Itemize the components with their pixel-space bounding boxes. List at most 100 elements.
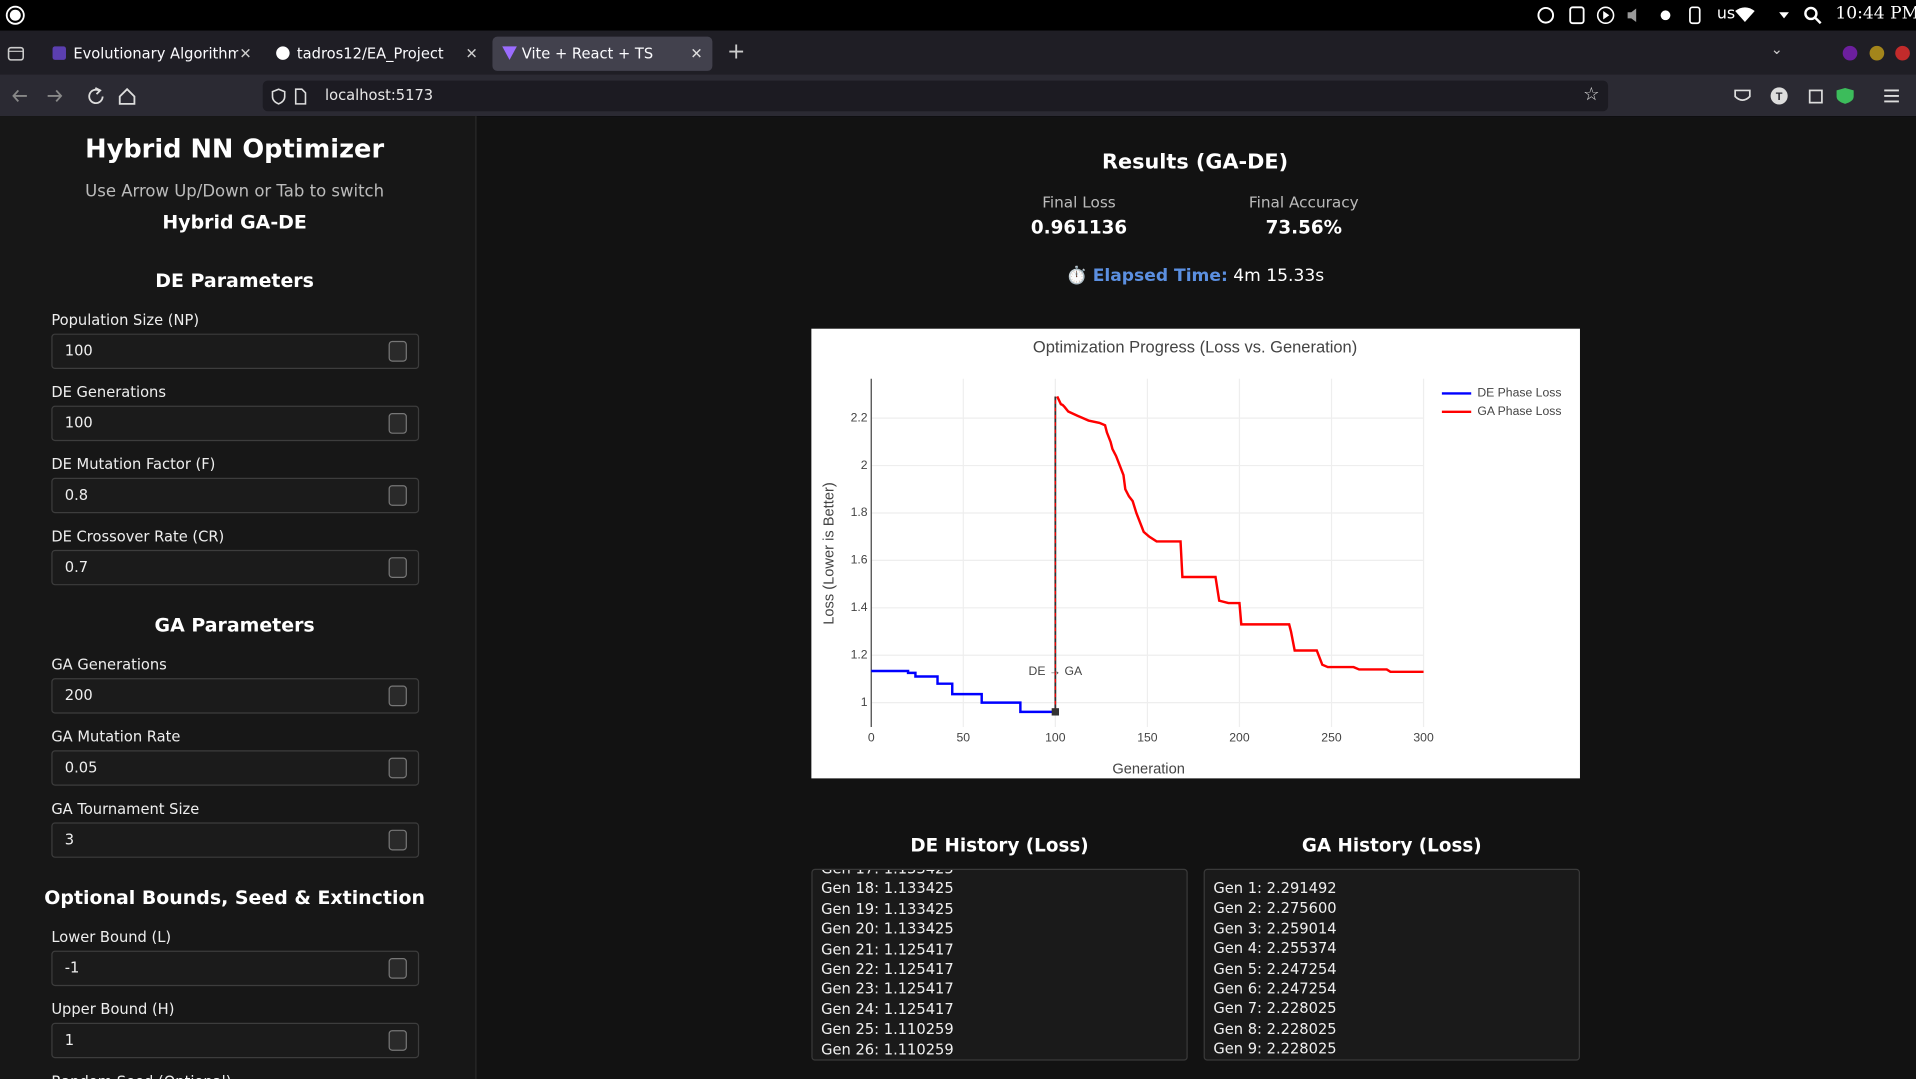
history-entry: Gen 9: 2.228025: [1213, 1040, 1337, 1058]
spinner[interactable]: [388, 557, 407, 578]
tab-active[interactable]: Vite + React + TS ✕: [492, 36, 713, 71]
number-input[interactable]: [51, 950, 420, 987]
history-box[interactable]: Gen 1: 2.291492 Gen 2: 2.275600 Gen 3: 2.2…: [1203, 868, 1580, 1061]
toolbar-icons[interactable]: T: [1733, 86, 1904, 107]
spinner[interactable]: [388, 1030, 407, 1051]
input-value: 0.05: [64, 758, 98, 776]
number-input[interactable]: [51, 477, 420, 514]
field-label: Random Seed (Optional): [51, 1073, 231, 1079]
section-heading: DE Parameters: [155, 270, 314, 293]
number-input[interactable]: [51, 333, 420, 370]
history-entry: Gen 5: 2.247254: [1213, 959, 1337, 978]
history-entry: Gen 25: 1.110259: [821, 1020, 954, 1038]
x-tick-label: 100: [1045, 730, 1066, 744]
x-tick-label: 0: [868, 730, 875, 744]
section-heading: GA Parameters: [154, 614, 315, 637]
history-entry: Gen 7: 2.228025: [1213, 1000, 1337, 1018]
series-line: [1056, 395, 1424, 674]
x-tick-label: 200: [1229, 730, 1250, 744]
number-input[interactable]: [51, 822, 420, 858]
history-list: Gen 17: 1.133425 Gen 18: 1.133425 Gen 19: …: [813, 870, 1187, 1059]
legend-label: GA Phase Loss: [1477, 404, 1561, 418]
input-value: 0.7: [64, 558, 89, 576]
system-bar: [0, 0, 1916, 31]
tab-overflow[interactable]: ⌄: [1770, 40, 1783, 58]
spinner[interactable]: [388, 757, 407, 779]
tray-icons: [1537, 6, 1789, 25]
nav-buttons[interactable]: [10, 86, 144, 107]
history-entry: Gen 2: 2.275600: [1213, 899, 1337, 917]
algorithm-mode[interactable]: Hybrid GA-DE: [162, 211, 307, 234]
number-input[interactable]: [51, 750, 420, 786]
field-label: DE Generations: [51, 383, 166, 401]
section-heading: Optional Bounds, Seed & Extinction: [44, 887, 425, 910]
legend-label: DE Phase Loss: [1477, 386, 1561, 400]
svg-text:T: T: [1776, 91, 1783, 103]
metric-value: 0.961136: [1030, 216, 1128, 239]
keyboard-layout[interactable]: us: [1716, 4, 1736, 24]
history-box[interactable]: Gen 17: 1.133425 Gen 18: 1.133425 Gen 19: …: [811, 868, 1188, 1061]
sidebar: [0, 116, 477, 1079]
y-tick-label: 2: [861, 458, 868, 472]
metric-label: Final Accuracy: [1248, 193, 1359, 212]
x-tick-label: 300: [1413, 730, 1434, 744]
history-title: DE History (Loss): [910, 834, 1089, 857]
history-entry: Gen 3: 2.259014: [1213, 919, 1337, 937]
history-entry: Gen 23: 1.125417: [821, 980, 954, 998]
window-controls[interactable]: [1840, 45, 1913, 61]
annotation: DE → GA: [1029, 664, 1083, 678]
history-entry: Gen 1: 2.291492: [1213, 879, 1337, 897]
history-entry: Gen 21: 1.125417: [821, 940, 954, 958]
field-label: GA Tournament Size: [51, 800, 200, 818]
x-tick-label: 250: [1321, 730, 1342, 744]
sidebar-hint: Use Arrow Up/Down or Tab to switch: [85, 182, 385, 202]
sidebar-title: Hybrid NN Optimizer: [85, 134, 385, 164]
spinner[interactable]: [388, 829, 407, 851]
field-label: DE Mutation Factor (F): [51, 455, 216, 473]
input-value: 100: [64, 342, 93, 360]
x-tick-label: 50: [957, 730, 971, 744]
spinner[interactable]: [388, 413, 407, 434]
tab[interactable]: Evolutionary Algorithms Pr ✕: [43, 37, 257, 71]
y-tick-label: 1.8: [851, 505, 868, 519]
x-tick-label: 150: [1137, 730, 1158, 744]
number-input[interactable]: [51, 678, 420, 714]
history-entry: Gen 24: 1.125417: [821, 1000, 954, 1018]
field-label: Population Size (NP): [51, 311, 200, 329]
field-label: GA Mutation Rate: [51, 728, 181, 746]
history-entry: Gen 20: 1.133425: [821, 920, 954, 938]
y-tick-label: 2.2: [851, 410, 868, 424]
number-input[interactable]: [51, 405, 420, 442]
spinner[interactable]: [388, 958, 407, 979]
metric-label: Final Loss: [1042, 193, 1116, 212]
spinner[interactable]: [388, 685, 407, 707]
history-entry: Gen 18: 1.133425: [821, 880, 954, 898]
history-list: Gen 1: 2.291492 Gen 2: 2.275600 Gen 3: 2.2…: [1205, 879, 1579, 1059]
number-input[interactable]: [51, 549, 420, 586]
input-value: 0.8: [64, 486, 89, 504]
history-entry: Gen 6: 2.247254: [1213, 980, 1337, 998]
spinner[interactable]: [388, 340, 407, 362]
history-entry: Gen 22: 1.125417: [821, 960, 954, 978]
series-line: [871, 669, 1056, 714]
field-label: GA Generations: [51, 656, 167, 674]
elapsed-time: ⏱️ Elapsed Time: 4m 15.33s: [1066, 266, 1324, 286]
tab-bar: [0, 30, 1916, 75]
metric-value: 73.56%: [1265, 216, 1342, 239]
url-bar[interactable]: localhost:5173 ☆: [262, 80, 1609, 112]
tab[interactable]: tadros12/EA_Project ✕: [266, 37, 482, 71]
tab-title: Vite + React + TS: [521, 45, 654, 63]
x-axis-label: Generation: [1112, 762, 1185, 778]
y-tick-label: 1.6: [851, 553, 868, 567]
number-input[interactable]: [51, 1022, 420, 1059]
spinner[interactable]: [388, 485, 407, 506]
elapsed-value: 4m 15.33s: [1233, 266, 1325, 286]
new-tab-button[interactable]: +: [727, 39, 746, 65]
y-tick-label: 1: [861, 695, 868, 709]
chart: Optimization Progress (Loss vs. Generati…: [811, 328, 1580, 779]
tab-title: tadros12/EA_Project: [296, 45, 444, 63]
tab-list-icon[interactable]: [7, 45, 25, 61]
search-icon[interactable]: [1804, 6, 1824, 26]
